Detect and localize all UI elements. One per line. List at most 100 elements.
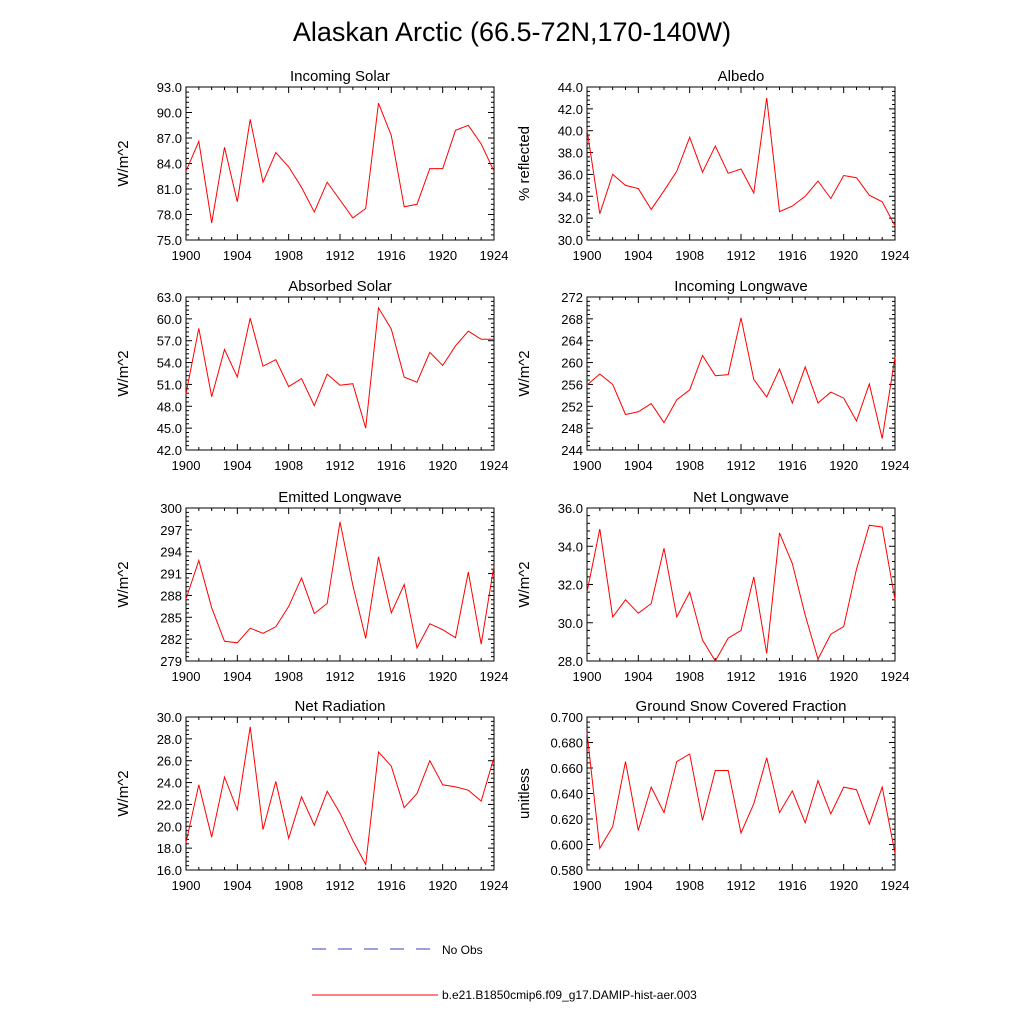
y-tick-label: 60.0 (157, 312, 182, 327)
series-line (586, 732, 896, 854)
y-tick-label: 268 (561, 312, 583, 327)
x-tick-label: 1912 (727, 669, 756, 684)
y-tick-label: 282 (160, 632, 182, 647)
x-tick-label: 1920 (428, 878, 457, 893)
x-tick-label: 1908 (274, 669, 303, 684)
y-tick-label: 84.0 (157, 157, 182, 172)
y-tick-label: 291 (160, 567, 182, 582)
x-tick-label: 1900 (172, 878, 201, 893)
x-tick-label: 1916 (377, 458, 406, 473)
y-tick-label: 34.0 (558, 189, 583, 204)
y-tick-label: 300 (160, 501, 182, 516)
x-tick-label: 1904 (223, 878, 252, 893)
x-tick-label: 1900 (573, 248, 602, 263)
y-tick-label: 0.640 (550, 787, 583, 802)
y-tick-label: 78.0 (157, 208, 182, 223)
y-tick-label: 248 (561, 421, 583, 436)
y-tick-label: 63.0 (157, 290, 182, 305)
x-tick-label: 1904 (624, 248, 653, 263)
y-tick-label: 0.600 (550, 838, 583, 853)
series-line (185, 306, 494, 429)
x-tick-label: 1920 (829, 669, 858, 684)
x-tick-label: 1908 (675, 669, 704, 684)
y-tick-label: 18.0 (157, 841, 182, 856)
x-tick-label: 1916 (377, 669, 406, 684)
y-tick-label: 36.0 (558, 167, 583, 182)
y-tick-label: 256 (561, 377, 583, 392)
y-tick-label: 87.0 (157, 131, 182, 146)
x-tick-label: 1924 (881, 458, 910, 473)
y-tick-label: 16.0 (157, 863, 182, 878)
y-tick-label: 32.0 (558, 578, 583, 593)
series-line (185, 521, 495, 650)
x-tick-label: 1924 (881, 248, 910, 263)
y-tick-label: 38.0 (558, 146, 583, 161)
y-tick-label: 260 (561, 356, 583, 371)
x-tick-label: 1904 (223, 669, 252, 684)
panel-emitted-longwave: Emitted Longwave W/m^2 1900 1904 1908 1912 191… (115, 489, 508, 684)
x-tick-label: 1900 (172, 248, 201, 263)
x-tick-label: 1912 (727, 248, 756, 263)
y-axis-label: W/m^2 (516, 561, 533, 607)
y-tick-label: 30.0 (558, 616, 583, 631)
panel-incoming-longwave: Incoming Longwave W/m^2 1900 1904 1908 1912 19… (516, 278, 909, 473)
y-tick-label: 42.0 (558, 102, 583, 117)
y-tick-label: 75.0 (157, 233, 182, 248)
y-tick-label: 51.0 (157, 377, 182, 392)
y-tick-label: 45.0 (157, 421, 182, 436)
x-tick-label: 1920 (428, 669, 457, 684)
y-tick-label: 264 (561, 334, 583, 349)
y-axis-label: W/m^2 (115, 350, 132, 396)
x-tick-label: 1900 (172, 458, 201, 473)
y-axis-label: % reflected (516, 126, 533, 201)
x-tick-label: 1904 (624, 458, 653, 473)
x-tick-label: 1916 (377, 878, 406, 893)
y-tick-label: 244 (561, 443, 583, 458)
panel-net-radiation: Net Radiation W/m^2 1900 1904 1908 1912 1916 19… (115, 698, 508, 893)
plot-frame (586, 86, 896, 241)
x-tick-label: 1908 (274, 878, 303, 893)
y-axis-label: W/m^2 (115, 770, 132, 816)
y-tick-label: 57.0 (157, 334, 182, 349)
panel-title: Incoming Longwave (674, 278, 807, 295)
y-axis-label: unitless (516, 768, 533, 819)
x-tick-label: 1904 (223, 458, 252, 473)
x-tick-label: 1924 (480, 878, 509, 893)
y-tick-label: 30.0 (558, 233, 583, 248)
x-tick-label: 1908 (675, 878, 704, 893)
y-tick-label: 24.0 (157, 776, 182, 791)
x-tick-label: 1912 (326, 458, 355, 473)
y-tick-label: 22.0 (157, 797, 182, 812)
plot-frame (185, 86, 495, 241)
panel-title: Ground Snow Covered Fraction (636, 698, 847, 715)
y-tick-label: 297 (160, 523, 182, 538)
y-tick-label: 48.0 (157, 399, 182, 414)
x-tick-label: 1900 (573, 669, 602, 684)
panel-title: Incoming Solar (290, 68, 390, 85)
y-tick-label: 272 (561, 290, 583, 305)
y-tick-label: 279 (160, 654, 182, 669)
x-tick-label: 1912 (326, 878, 355, 893)
legend-label-no-obs: No Obs (442, 943, 483, 957)
y-tick-label: 40.0 (558, 124, 583, 139)
panel-title: Net Longwave (693, 489, 789, 506)
y-axis-label: W/m^2 (115, 140, 132, 186)
x-tick-label: 1924 (881, 669, 910, 684)
y-tick-label: 36.0 (558, 501, 583, 516)
figure-title: Alaskan Arctic (66.5-72N,170-140W) (293, 17, 731, 47)
x-tick-label: 1908 (274, 248, 303, 263)
x-tick-label: 1912 (326, 248, 355, 263)
x-tick-label: 1900 (573, 878, 602, 893)
x-tick-label: 1924 (480, 248, 509, 263)
x-tick-label: 1920 (428, 458, 457, 473)
y-tick-label: 34.0 (558, 539, 583, 554)
y-tick-label: 0.620 (550, 812, 583, 827)
x-tick-label: 1920 (829, 458, 858, 473)
panel-albedo: Albedo % reflected 1900 1904 1908 1912 1916 192… (516, 68, 909, 263)
y-tick-label: 0.680 (550, 736, 583, 751)
panel-title: Net Radiation (295, 698, 386, 715)
series-line (185, 726, 495, 867)
y-tick-label: 26.0 (157, 754, 182, 769)
x-tick-label: 1920 (829, 248, 858, 263)
